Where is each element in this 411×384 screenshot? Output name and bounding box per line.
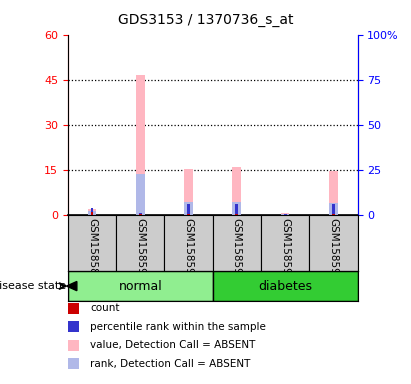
Text: GDS3153 / 1370736_s_at: GDS3153 / 1370736_s_at	[118, 13, 293, 27]
Bar	[68, 271, 213, 301]
Text: value, Detection Call = ABSENT: value, Detection Call = ABSENT	[90, 340, 256, 350]
Bar	[187, 214, 190, 215]
Bar	[88, 212, 96, 215]
Bar	[116, 215, 164, 271]
Bar	[139, 214, 142, 215]
Text: GSM158589: GSM158589	[87, 218, 97, 281]
Bar	[88, 209, 96, 215]
Text: GSM158593: GSM158593	[232, 218, 242, 281]
Bar	[332, 204, 335, 214]
Bar	[281, 214, 289, 215]
Text: rank, Detection Call = ABSENT: rank, Detection Call = ABSENT	[90, 359, 251, 369]
Bar	[236, 204, 238, 214]
Bar	[233, 202, 241, 215]
Bar	[90, 212, 93, 215]
Text: disease state: disease state	[0, 281, 66, 291]
Bar	[184, 202, 193, 215]
Bar	[332, 214, 335, 215]
Bar	[184, 169, 193, 215]
Text: diabetes: diabetes	[258, 280, 312, 293]
Text: GSM158591: GSM158591	[184, 218, 194, 281]
Bar	[136, 75, 145, 215]
Text: GSM158595: GSM158595	[328, 218, 338, 281]
Text: percentile rank within the sample: percentile rank within the sample	[90, 322, 266, 332]
Bar	[329, 171, 338, 215]
Bar	[68, 215, 116, 271]
Text: count: count	[90, 303, 120, 313]
Bar	[309, 215, 358, 271]
Bar	[164, 215, 213, 271]
Text: normal: normal	[118, 280, 162, 293]
Bar	[281, 213, 289, 215]
Bar	[261, 215, 309, 271]
Bar	[187, 204, 190, 214]
Text: GSM158594: GSM158594	[280, 218, 290, 281]
Text: GSM158590: GSM158590	[135, 218, 145, 281]
Bar	[284, 214, 286, 215]
Bar	[233, 167, 241, 215]
Bar	[213, 215, 261, 271]
Bar	[213, 271, 358, 301]
Bar	[236, 214, 238, 215]
Bar	[136, 174, 145, 215]
Bar	[139, 213, 142, 214]
Bar	[90, 209, 93, 212]
Bar	[329, 203, 338, 215]
